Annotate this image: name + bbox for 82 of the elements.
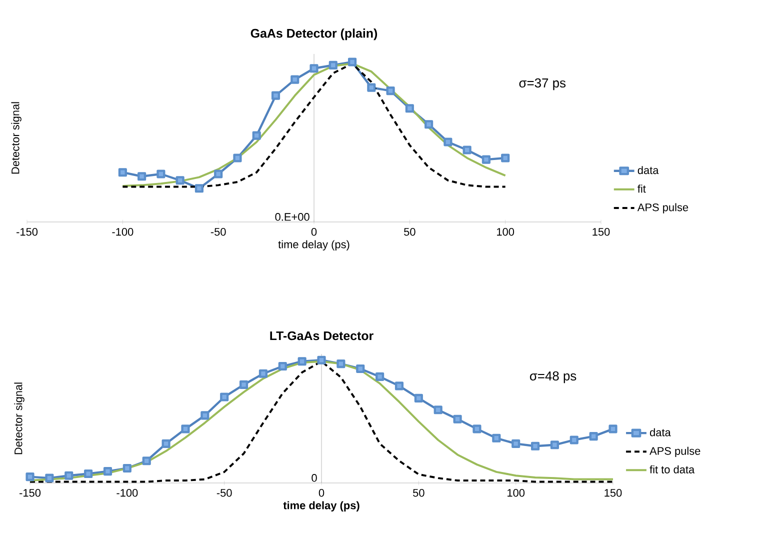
annotation: 0.E+00 xyxy=(275,213,310,221)
x-tick-label: 50 xyxy=(404,228,416,236)
point xyxy=(156,170,166,178)
point xyxy=(233,154,242,162)
x-tick-label: 50 xyxy=(413,488,424,497)
point xyxy=(367,83,376,92)
point xyxy=(84,469,93,478)
chart-title: LT-GaAs Detector xyxy=(270,331,374,340)
point xyxy=(278,362,287,371)
y-axis-title: Detector signal xyxy=(11,102,22,174)
point xyxy=(444,138,452,146)
point xyxy=(138,172,146,181)
point xyxy=(512,439,520,448)
point xyxy=(220,392,229,402)
point xyxy=(271,91,280,100)
point xyxy=(239,380,248,389)
point xyxy=(317,356,326,364)
x-tick-label: 0 xyxy=(311,228,317,236)
point xyxy=(194,184,204,193)
point xyxy=(501,154,510,162)
point xyxy=(589,432,598,441)
point xyxy=(118,168,127,177)
legend-label: fit to data xyxy=(650,465,695,474)
x-tick-label: 0 xyxy=(318,488,324,497)
point xyxy=(45,474,54,482)
point xyxy=(424,120,434,129)
point xyxy=(492,434,501,442)
legend-label: fit xyxy=(638,184,646,193)
point xyxy=(570,436,578,444)
point xyxy=(142,456,151,466)
point xyxy=(214,170,223,178)
point xyxy=(258,369,268,378)
legend-label: data xyxy=(638,166,659,174)
x-axis-title: time delay (ps) xyxy=(283,501,360,512)
point xyxy=(252,131,261,140)
x-tick-label: 100 xyxy=(508,488,525,497)
x-tick-label: -50 xyxy=(216,488,232,497)
point xyxy=(414,394,423,402)
point xyxy=(181,424,190,434)
legend-label: APS pulse xyxy=(650,446,700,457)
point xyxy=(376,372,384,381)
x-tick-label: -50 xyxy=(210,228,226,236)
point xyxy=(472,424,482,434)
legend-label: APS pulse xyxy=(637,203,688,214)
point xyxy=(434,406,442,414)
x-tick-label: -150 xyxy=(16,228,38,236)
x-axis-title: time delay (ps) xyxy=(278,240,350,250)
point xyxy=(405,104,414,113)
point xyxy=(26,472,34,482)
point xyxy=(200,411,210,420)
point xyxy=(608,424,618,434)
x-tick-label: 150 xyxy=(592,228,610,236)
point xyxy=(298,357,306,366)
annotation: σ=37 ps xyxy=(519,78,566,90)
y-axis-title: Detector signal xyxy=(14,382,24,454)
point xyxy=(348,58,357,66)
point xyxy=(530,442,540,450)
point xyxy=(336,360,346,368)
point xyxy=(290,75,300,84)
point xyxy=(328,60,338,70)
point xyxy=(176,176,184,185)
point xyxy=(462,146,472,154)
point xyxy=(386,86,395,96)
x-tick-label: -150 xyxy=(20,488,41,497)
point xyxy=(162,439,170,448)
x-tick-label: 100 xyxy=(497,228,514,236)
point xyxy=(103,467,112,476)
x-tick-label: -100 xyxy=(112,228,134,236)
chart-title: GaAs Detector (plain) xyxy=(250,28,378,40)
point xyxy=(453,414,462,424)
point xyxy=(482,155,490,164)
legend-label: data xyxy=(650,428,671,436)
annotation: 0 xyxy=(312,474,317,482)
x-tick-label: 150 xyxy=(604,488,622,497)
annotation: σ=48 ps xyxy=(530,371,576,384)
point xyxy=(64,471,74,480)
point xyxy=(310,64,318,73)
point xyxy=(122,464,132,473)
point xyxy=(394,382,404,390)
x-tick-label: -100 xyxy=(116,488,138,497)
point xyxy=(356,364,365,374)
point xyxy=(550,440,559,450)
